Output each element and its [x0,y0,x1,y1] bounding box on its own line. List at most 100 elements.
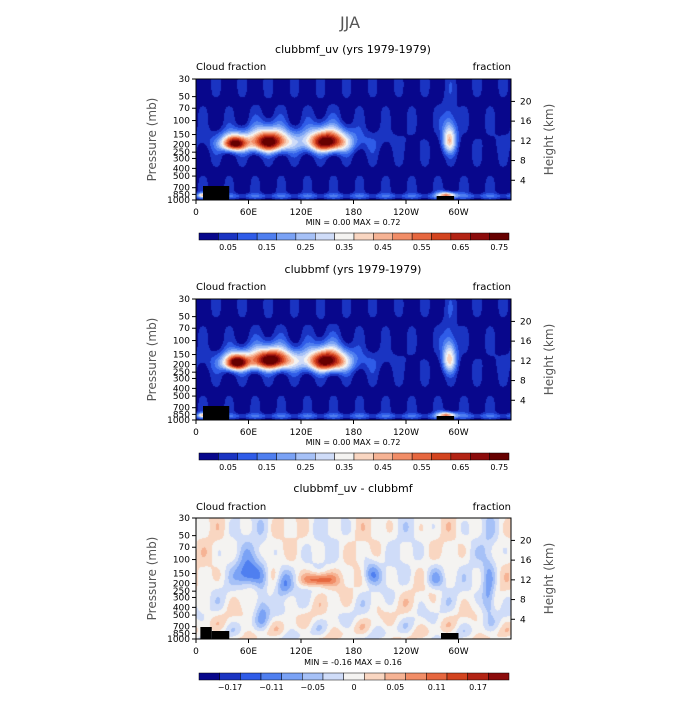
field-image [196,79,511,200]
x-tick-label: 120W [393,647,419,657]
colorbar-swatch [470,452,490,461]
colorbar-label: 0.55 [413,243,431,252]
colorbar-swatch [315,452,335,461]
colorbar-swatch [219,672,241,681]
y-tick-label: 250 [173,368,190,378]
y-tick-label: 700 [173,623,190,633]
y2-tick-label: 4 [520,176,526,186]
colorbar-swatch [302,672,324,681]
colorbar-swatch [373,232,393,241]
chart-title: clubbmf (yrs 1979-1979) [285,263,422,276]
y2-tick-label: 12 [520,137,531,147]
y-tick-label: 200 [173,579,190,589]
colorbar-swatch [295,232,316,241]
colorbar-swatch [489,452,510,461]
y-tick-label: 850 [173,190,190,200]
y-tick-label: 70 [179,104,191,114]
right-label: fraction [473,62,511,73]
y-axis-label: Pressure (mb) [145,98,159,182]
x-tick-label: 120W [393,208,419,218]
y2-tick-label: 8 [520,157,526,167]
y-tick-label: 500 [173,611,190,621]
colorbar-label: 0.35 [335,463,353,472]
x-tick-label: 60E [240,428,257,438]
colorbar-swatch [256,452,277,461]
x-tick-label: 60E [240,647,257,657]
colorbar-swatch [373,452,393,461]
colorbar-label: 0.15 [258,243,276,252]
x-tick-label: 0 [193,428,199,438]
y-tick-label: 100 [173,556,190,566]
colorbar-label: 0.65 [452,463,470,472]
colorbar-swatch [392,232,413,241]
field-image [196,518,511,639]
y-tick-label: 1000 [167,416,190,426]
x-tick-label: 60E [240,208,257,218]
chart-title: clubbmf_uv (yrs 1979-1979) [275,43,431,56]
colorbar-label: −0.11 [259,683,284,692]
y-tick-label: 100 [173,117,190,127]
y2-tick-label: 20 [520,97,532,107]
y-tick-label: 300 [173,593,190,603]
topography-mask [436,416,455,420]
field-image [196,299,511,420]
colorbar-swatch [198,672,220,681]
topography-mask [203,186,230,200]
colorbar-swatch [240,672,262,681]
y-tick-label: 100 [173,337,190,347]
colorbar-swatch [218,452,238,461]
y2-tick-label: 16 [520,337,532,347]
y2-tick-label: 20 [520,536,532,546]
colorbar-label: −0.17 [218,683,243,692]
y2-tick-label: 16 [520,556,532,566]
right-label: fraction [473,502,511,513]
colorbar-swatch [260,672,282,681]
y-tick-label: 50 [179,313,191,323]
y-tick-label: 150 [173,570,190,580]
y2-tick-label: 8 [520,596,526,606]
x-tick-label: 120E [290,208,313,218]
colorbar-swatch [281,672,303,681]
y2-tick-label: 20 [520,317,532,327]
colorbar-swatch [384,672,406,681]
left-label: Cloud fraction [196,62,266,73]
y-axis-label: Pressure (mb) [145,318,159,402]
chart-panel-1: clubbmf_uv (yrs 1979-1979) Cloud fraction… [145,43,556,252]
colorbar-swatch [276,452,297,461]
colorbar-swatch [198,452,219,461]
colorbar-label: 0.05 [386,683,404,692]
x-tick-label: 180 [345,647,362,657]
y-tick-label: 30 [179,75,191,85]
y-tick-label: 50 [179,93,191,103]
y-tick-label: 200 [173,360,190,370]
colorbar-swatch [392,452,413,461]
colorbar-label: 0.05 [219,243,237,252]
y-tick-label: 300 [173,154,190,164]
y-tick-label: 150 [173,351,190,361]
colorbar-swatch [467,672,489,681]
y-axis-label: Pressure (mb) [145,537,159,621]
x-tick-label: 180 [345,208,362,218]
topography-mask [203,406,230,420]
colorbar-swatch [411,232,432,241]
y-tick-label: 150 [173,131,190,141]
x-tick-label: 0 [193,208,199,218]
min-max-stats: MIN = 0.00 MAX = 0.72 [306,218,401,227]
y2-tick-label: 8 [520,377,526,387]
colorbar-label: 0.25 [297,463,315,472]
y-tick-label: 400 [173,164,190,174]
y2-tick-label: 16 [520,117,532,127]
colorbar-swatch [334,232,355,241]
y2-axis-label: Height (km) [542,104,556,175]
x-tick-label: 0 [193,647,199,657]
colorbar-label: −0.05 [300,683,325,692]
x-tick-label: 120E [290,428,313,438]
x-tick-label: 120E [290,647,313,657]
colorbar-label: 0.45 [374,463,392,472]
topography-mask [436,196,455,200]
y-tick-label: 500 [173,392,190,402]
colorbar-swatch [431,452,452,461]
colorbar-swatch [295,452,316,461]
colorbar-swatch [322,672,344,681]
